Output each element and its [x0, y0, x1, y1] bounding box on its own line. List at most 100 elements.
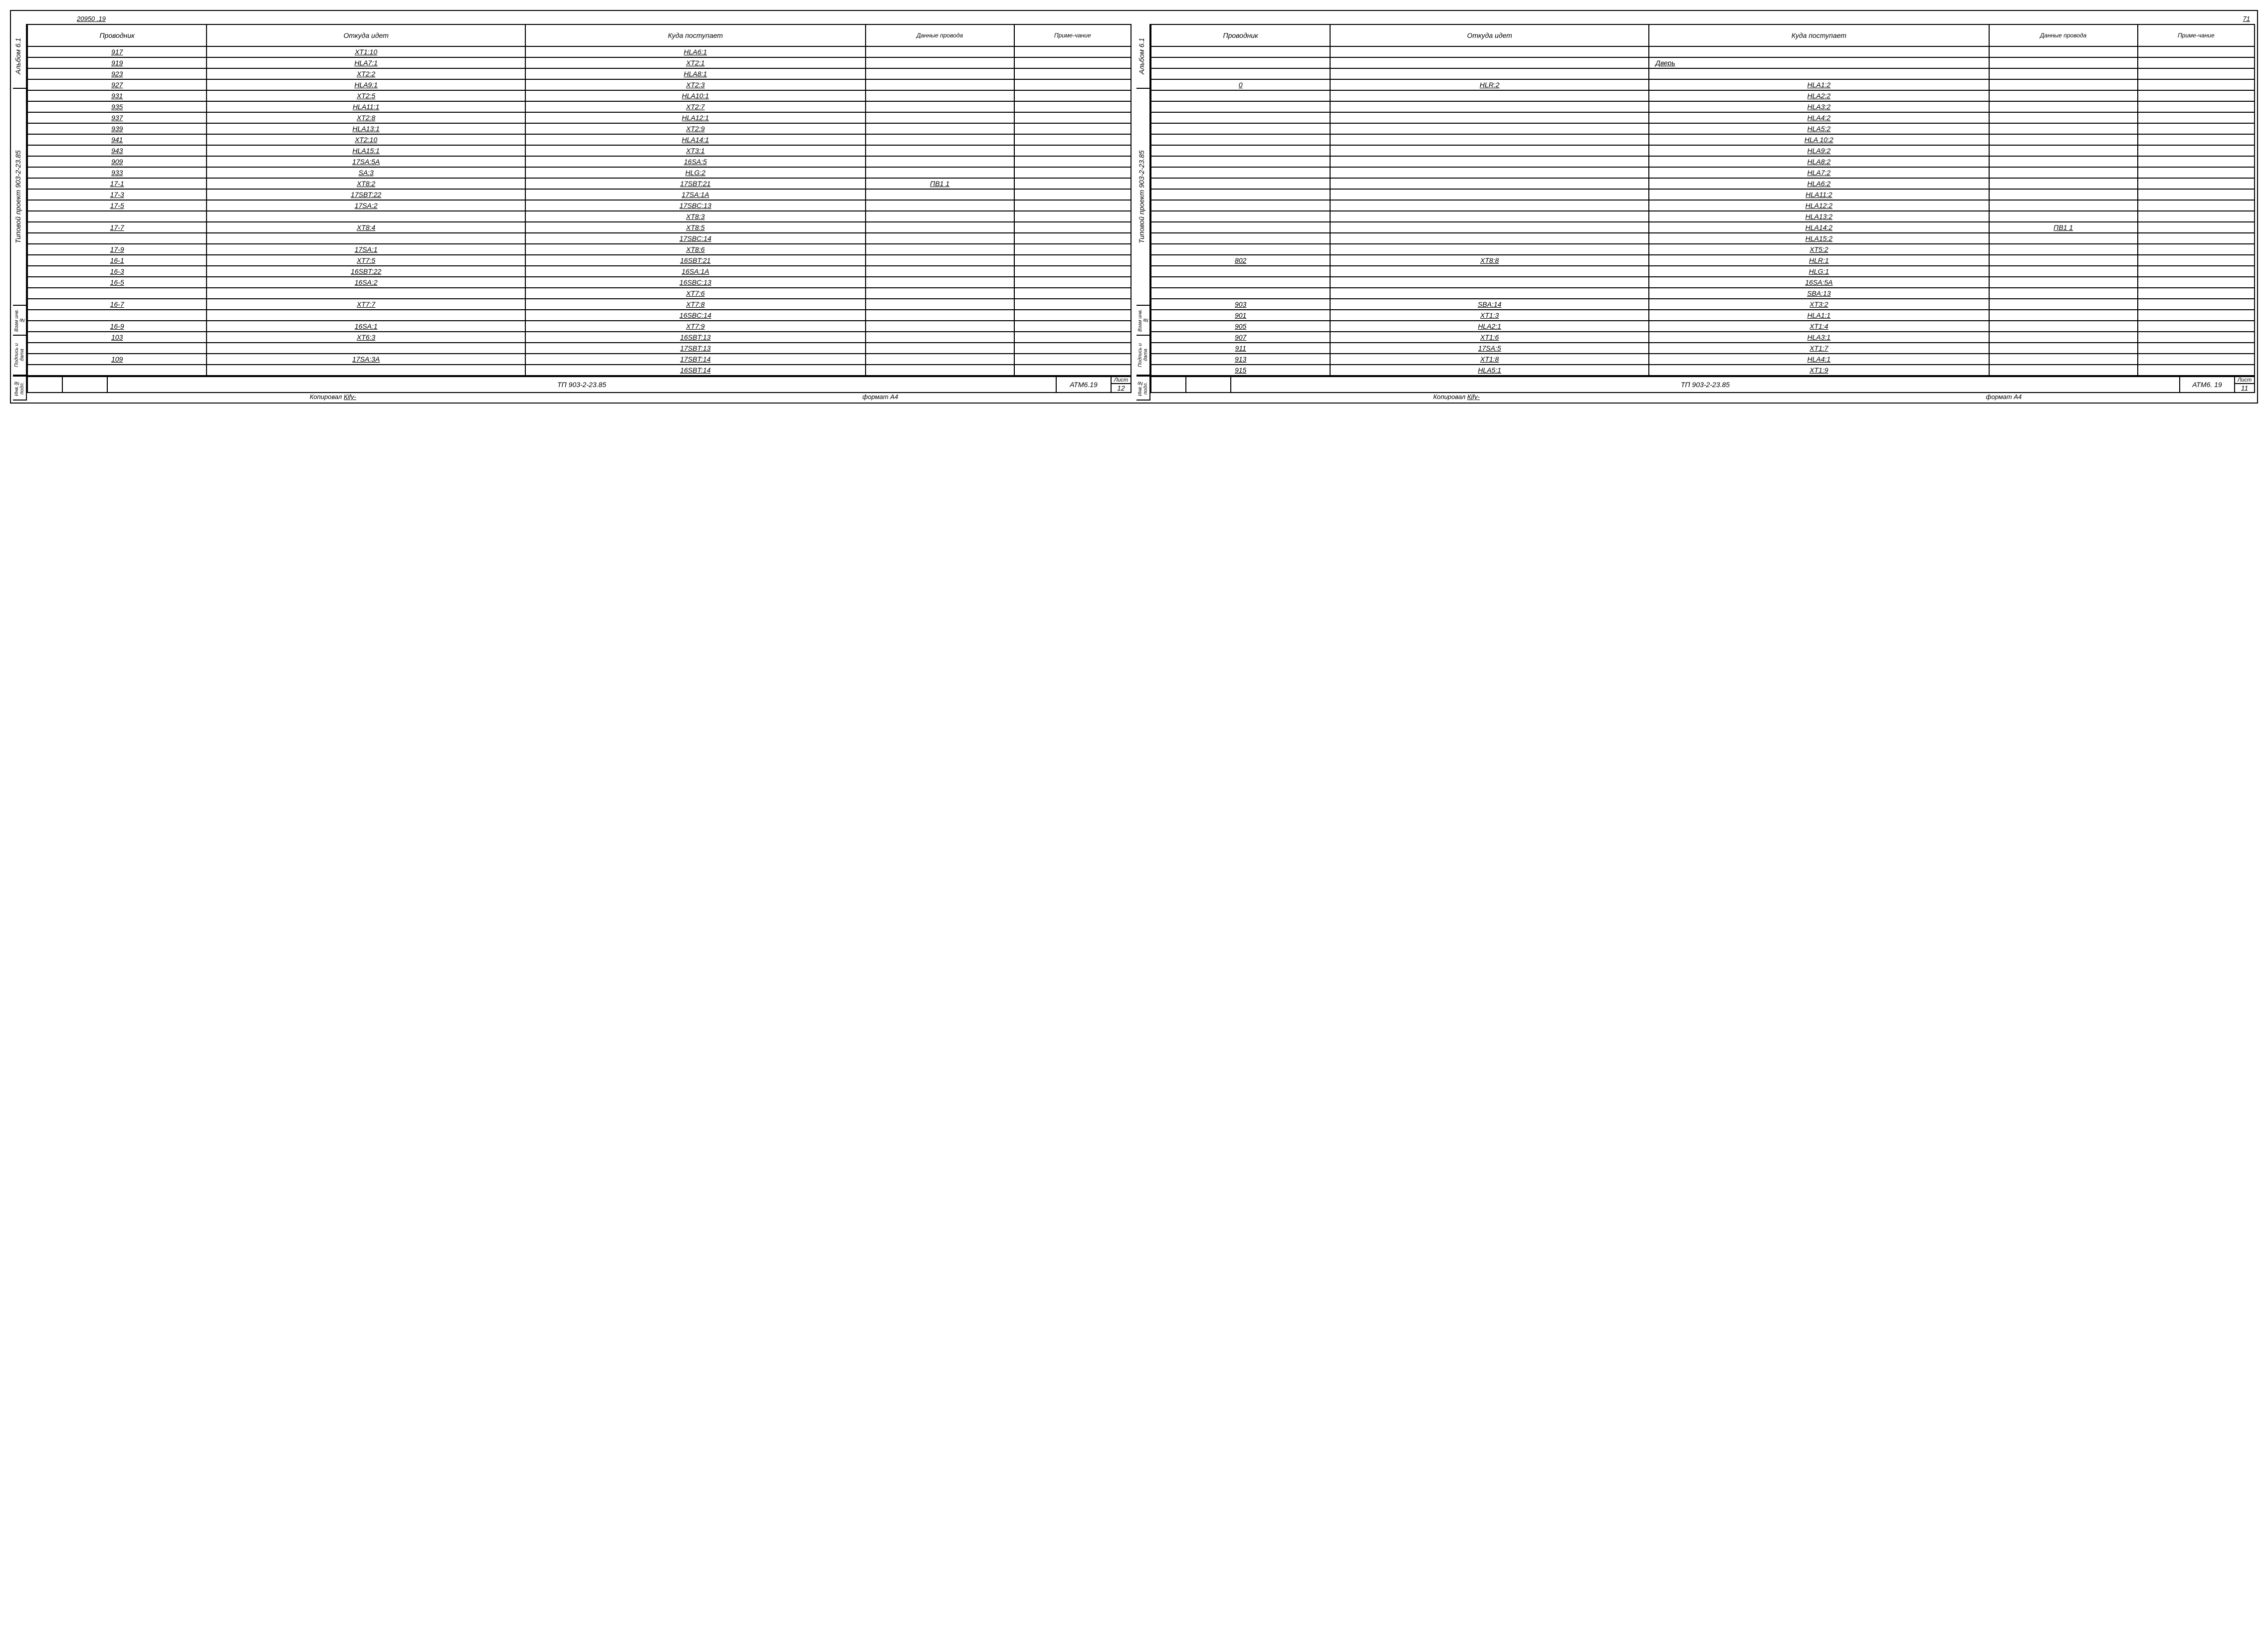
cell — [1989, 112, 2138, 123]
cell: HLA3:2 — [1649, 101, 1989, 112]
cell — [866, 46, 1014, 57]
hdr-data-r: Данные провода — [1989, 24, 2138, 46]
table-row — [1151, 46, 2255, 57]
hdr-note: Приме-чание — [1014, 24, 1131, 46]
cell — [1014, 222, 1131, 233]
table-row: 16-1XT7:516SBT:21 — [27, 255, 1131, 266]
cell — [1014, 145, 1131, 156]
cell — [2138, 255, 2255, 266]
table-row: HLA4:2 — [1151, 112, 2255, 123]
cell — [2138, 156, 2255, 167]
cell — [1330, 57, 1649, 68]
cell: 17-3 — [27, 189, 207, 200]
table-row: 905HLA2:1XT1:4 — [1151, 321, 2255, 332]
cell: 17-5 — [27, 200, 207, 211]
cell — [1989, 156, 2138, 167]
cell: 17SA:1A — [525, 189, 865, 200]
cell — [1014, 277, 1131, 288]
cell — [1151, 266, 1330, 277]
cell — [2138, 332, 2255, 343]
table-row: 103XT6:316SBT:13 — [27, 332, 1131, 343]
cell — [866, 277, 1014, 288]
table-row: 901XT1:3HLA1:1 — [1151, 310, 2255, 321]
footer-right: Копировал Кify- формат А4 — [1150, 393, 2255, 401]
table-row: 16-516SA:216SBC:13 — [27, 277, 1131, 288]
cell: 17SA:3A — [207, 354, 525, 365]
cell — [2138, 343, 2255, 354]
cell: 905 — [1151, 321, 1330, 332]
cell — [1989, 321, 2138, 332]
cell — [2138, 112, 2255, 123]
table-row: HLA5:2 — [1151, 123, 2255, 134]
cell: 16SBT:13 — [525, 332, 865, 343]
cell: ПВ1 1 — [866, 178, 1014, 189]
label-podpis-r: Подпись и дата — [1136, 336, 1150, 376]
cell: HLA13:1 — [207, 123, 525, 134]
footer-left: Копировал Кify- формат А4 — [27, 393, 1132, 401]
cell: 17SBT:14 — [525, 354, 865, 365]
cell: HLA5:2 — [1649, 123, 1989, 134]
table-row: 17-1XT8:217SBT:21ПВ1 1 — [27, 178, 1131, 189]
cell: HLA11:2 — [1649, 189, 1989, 200]
cell — [1989, 244, 2138, 255]
drawing-sheet: Альбом 6.1 Типовой проект 903-2-23.85 Вз… — [10, 10, 2258, 404]
cell: HLA8:1 — [525, 68, 865, 79]
table-row: 919HLA7:1XT2:1 — [27, 57, 1131, 68]
table-row: 10917SA:3A17SBT:14 — [27, 354, 1131, 365]
cell: 16SBC:13 — [525, 277, 865, 288]
cell: 911 — [1151, 343, 1330, 354]
table-row: Дверь — [1151, 57, 2255, 68]
label-inv: Инв.№ подл. — [13, 376, 27, 401]
cell: 941 — [27, 134, 207, 145]
hdr-from-r: Откуда идет — [1330, 24, 1649, 46]
cell: XT7:5 — [207, 255, 525, 266]
cell — [27, 365, 207, 376]
left-margin: Альбом 6.1 Типовой проект 903-2-23.85 Вз… — [13, 15, 27, 401]
cell — [866, 156, 1014, 167]
cell — [1989, 200, 2138, 211]
label-vzam: Взам инв.№ — [13, 306, 27, 336]
table-row: XT5:2 — [1151, 244, 2255, 255]
cell — [1989, 79, 2138, 90]
cell: XT6:3 — [207, 332, 525, 343]
table-row: SBA:13 — [1151, 288, 2255, 299]
cell: 933 — [27, 167, 207, 178]
cell: 927 — [27, 79, 207, 90]
cell — [2138, 79, 2255, 90]
cell — [207, 211, 525, 222]
cell — [1330, 211, 1649, 222]
cell: XT2:5 — [207, 90, 525, 101]
cell: XT2:7 — [525, 101, 865, 112]
table-row: HLA15:2 — [1151, 233, 2255, 244]
cell: 931 — [27, 90, 207, 101]
cell — [2138, 178, 2255, 189]
cell — [1989, 255, 2138, 266]
cell — [1330, 200, 1649, 211]
cell — [1151, 156, 1330, 167]
cell — [866, 189, 1014, 200]
cell: XT1:9 — [1649, 365, 1989, 376]
cell — [1014, 200, 1131, 211]
cell — [866, 145, 1014, 156]
cell — [1989, 189, 2138, 200]
cell — [1151, 101, 1330, 112]
cell — [1014, 266, 1131, 277]
table-row: 913XT1:8HLA4:1 — [1151, 354, 2255, 365]
cell — [1014, 310, 1131, 321]
cell — [1989, 354, 2138, 365]
cell: 16-9 — [27, 321, 207, 332]
cell: HLA9:1 — [207, 79, 525, 90]
table-row: HLA2:2 — [1151, 90, 2255, 101]
cell — [866, 255, 1014, 266]
cell — [1014, 365, 1131, 376]
cell — [1014, 332, 1131, 343]
hdr-data: Данные провода — [866, 24, 1014, 46]
table-row: 17SBT:13 — [27, 343, 1131, 354]
table-row: HLA9:2 — [1151, 145, 2255, 156]
table-row: 802XT8:8HLR:1 — [1151, 255, 2255, 266]
hdr-note-r: Приме-чание — [2138, 24, 2255, 46]
cell — [2138, 354, 2255, 365]
cell: 17SBC:14 — [525, 233, 865, 244]
cell — [207, 343, 525, 354]
cell — [27, 310, 207, 321]
